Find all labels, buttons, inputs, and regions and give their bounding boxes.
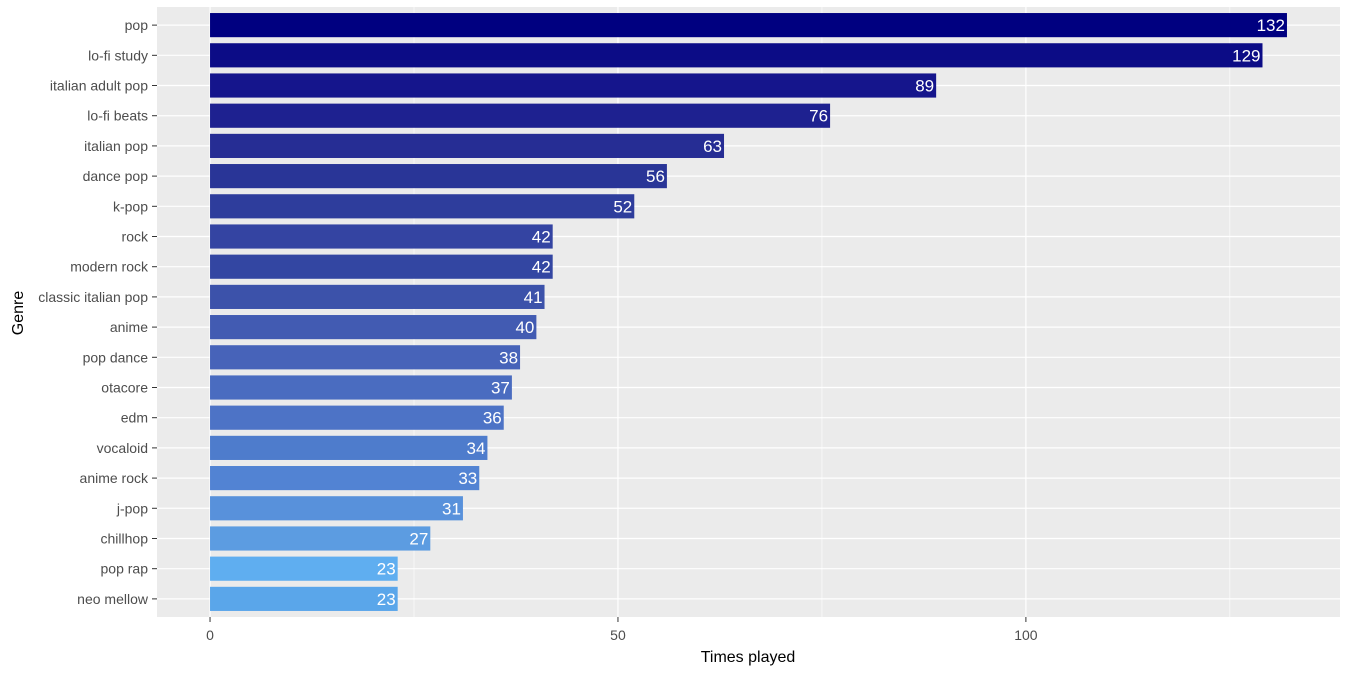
data-label: 63 [703,137,722,156]
y-tick-label: j-pop [116,500,148,516]
bar-modern-rock [210,254,553,279]
bar-vocaloid [210,435,488,460]
data-label: 56 [646,167,665,186]
x-axis-title: Times played [701,649,796,666]
y-axis-title: Genre [10,291,27,336]
bar-anime [210,315,537,340]
data-label: 27 [409,529,428,548]
bar-pop [210,13,1287,38]
bar-neo-mellow [210,586,398,611]
bar-dance-pop [210,164,667,189]
data-label: 40 [515,318,534,337]
y-tick-label: neo mellow [77,591,149,607]
y-tick-label: lo-fi beats [87,108,148,124]
data-label: 52 [613,197,632,216]
data-label: 89 [915,77,934,96]
bar-edm [210,405,504,430]
bar-k-pop [210,194,635,219]
y-tick-label: italian adult pop [50,78,148,94]
bar-j-pop [210,496,463,521]
bar-pop-rap [210,556,398,581]
plot-panel [157,7,1340,617]
data-label: 41 [524,288,543,307]
y-axis: pop lo-fi study italian adult pop lo-fi bea… [38,17,157,607]
bar-italian-adult-pop [210,73,937,98]
y-tick-label: chillhop [101,530,149,546]
y-tick-label: vocaloid [97,440,148,456]
y-tick-label: pop [125,17,149,33]
y-tick-label: italian pop [84,138,148,154]
bar-classic-italian-pop [210,284,545,309]
bar-pop-dance [210,345,521,370]
bars [210,13,1287,611]
data-label: 129 [1232,46,1260,65]
y-tick-label: dance pop [83,168,149,184]
data-label: 33 [458,469,477,488]
bar-lo-fi-beats [210,103,831,128]
data-label: 34 [467,439,486,458]
bar-lo-fi-study [210,43,1263,68]
data-label: 38 [499,348,518,367]
y-tick-label: lo-fi study [88,47,148,63]
bar-rock [210,224,553,249]
y-tick-label: edm [121,410,148,426]
x-tick-label: 0 [206,627,214,643]
y-tick-label: classic italian pop [38,289,148,305]
y-tick-label: pop dance [83,349,149,365]
bar-chillhop [210,526,431,551]
x-axis: 0 50 100 [206,617,1038,643]
data-label: 37 [491,378,510,397]
data-label: 36 [483,409,502,428]
x-tick-label: 100 [1014,627,1038,643]
bar-italian-pop [210,133,725,158]
data-label: 23 [377,560,396,579]
data-label: 42 [532,228,551,247]
y-tick-label: anime [110,319,148,335]
bar-otacore [210,375,512,400]
y-tick-label: otacore [101,379,148,395]
y-tick-label: k-pop [113,198,148,214]
y-tick-label: modern rock [70,259,149,275]
y-tick-label: rock [122,229,149,245]
y-tick-label: pop rap [101,561,149,577]
data-label: 76 [809,107,828,126]
data-label: 132 [1257,16,1285,35]
data-label: 42 [532,258,551,277]
data-labels: 132 129 89 76 63 56 52 42 42 41 40 38 37 36 34 33 31 27 23… [377,16,1285,609]
bar-anime-rock [210,466,480,491]
data-label: 31 [442,499,461,518]
y-tick-label: anime rock [80,470,149,486]
data-label: 23 [377,590,396,609]
x-tick-label: 50 [610,627,626,643]
